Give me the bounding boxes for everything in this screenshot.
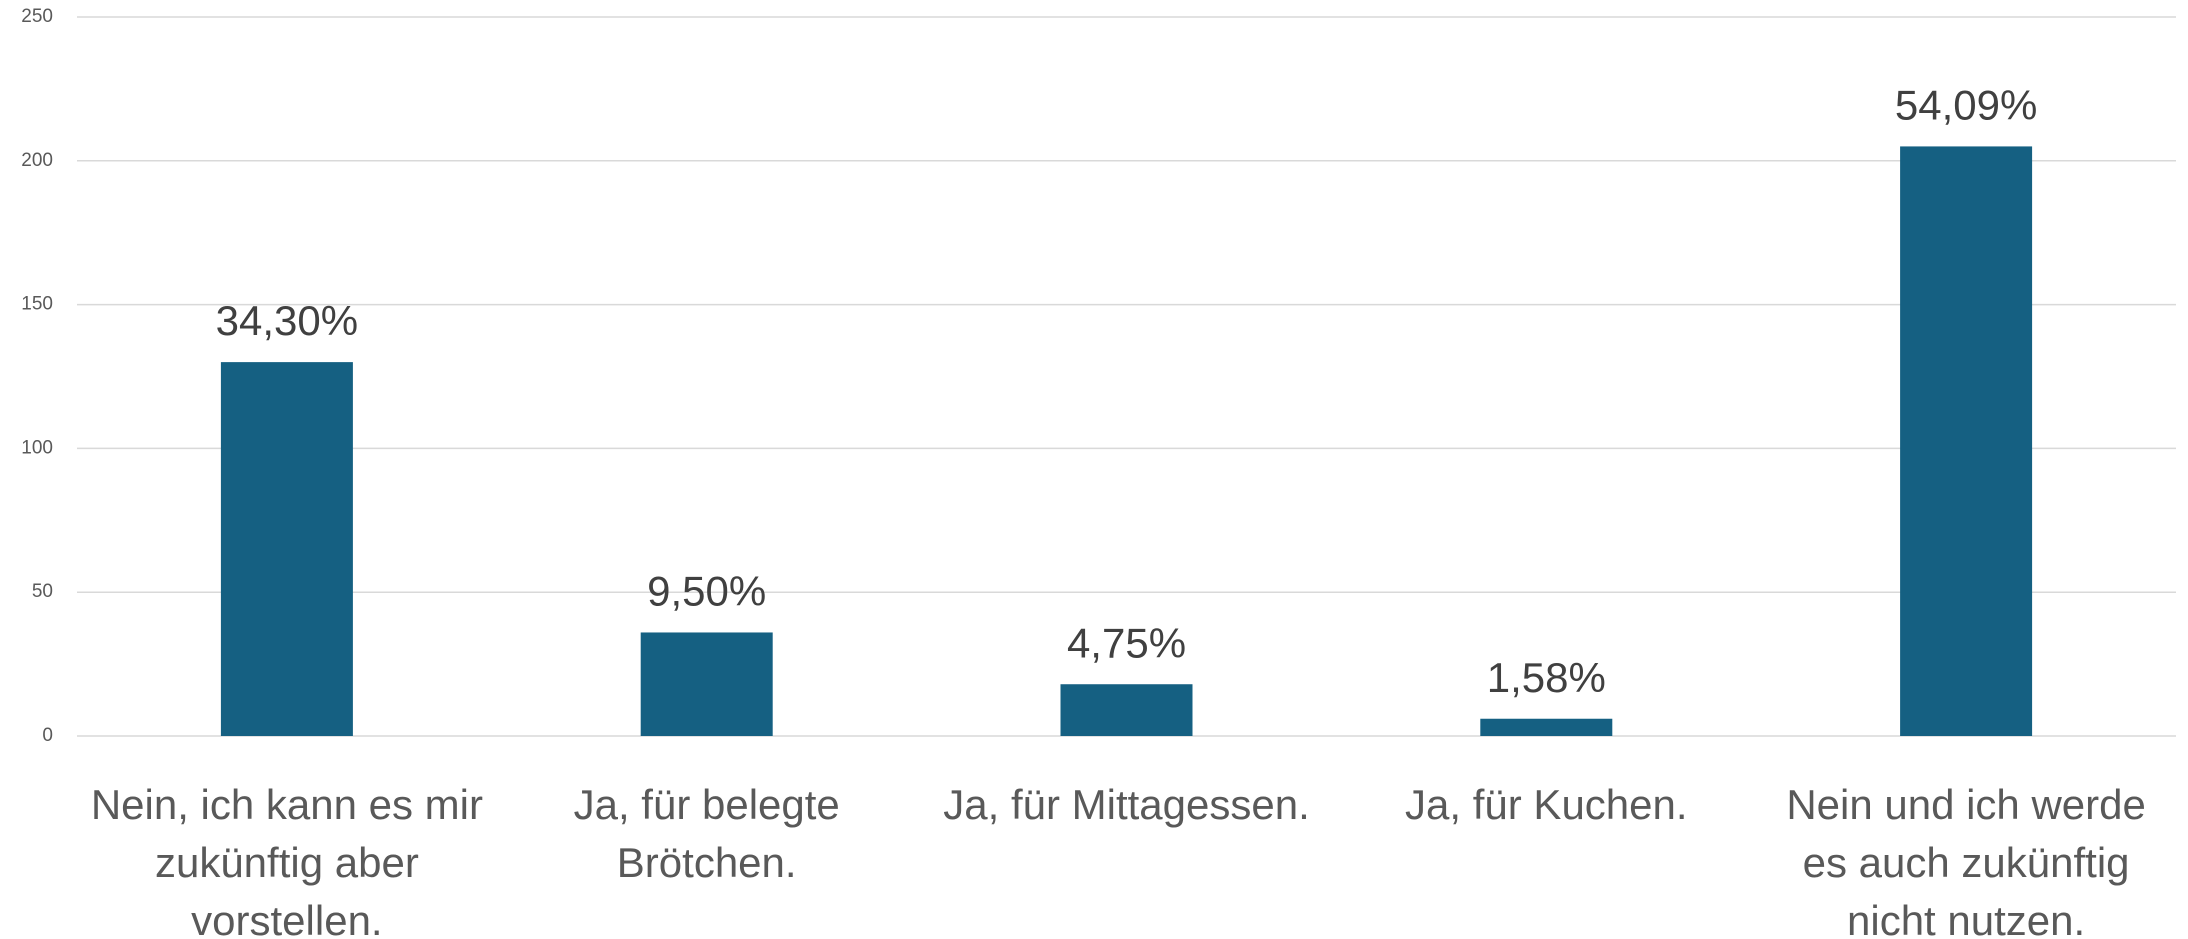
bar [640,632,773,736]
bar [1060,684,1193,736]
y-tick-label: 150 [21,294,53,315]
x-tick-label: Ja, für belegte Brötchen. [573,781,840,886]
y-tick-label: 200 [21,150,53,171]
x-tick-label: Nein, ich kann es mir zukünftig aber vor… [90,781,483,939]
bar [1900,146,2033,737]
y-tick-label: 0 [42,725,53,746]
data-label: 9,50% [647,568,766,615]
y-tick-label: 250 [21,6,53,27]
data-label: 34,30% [216,297,358,344]
x-tick-label: Nein und ich werde es auch zukünftig nic… [1786,781,2146,939]
data-label: 1,58% [1487,654,1606,701]
data-label: 4,75% [1067,619,1186,666]
y-tick-label: 50 [32,581,53,602]
y-tick-label: 100 [21,437,53,458]
data-label: 54,09% [1895,82,2037,129]
x-tick-label: Ja, für Kuchen. [1405,781,1688,828]
bar [1480,718,1613,736]
x-tick-label: Ja, für Mittagessen. [943,781,1310,828]
bar [220,362,353,736]
